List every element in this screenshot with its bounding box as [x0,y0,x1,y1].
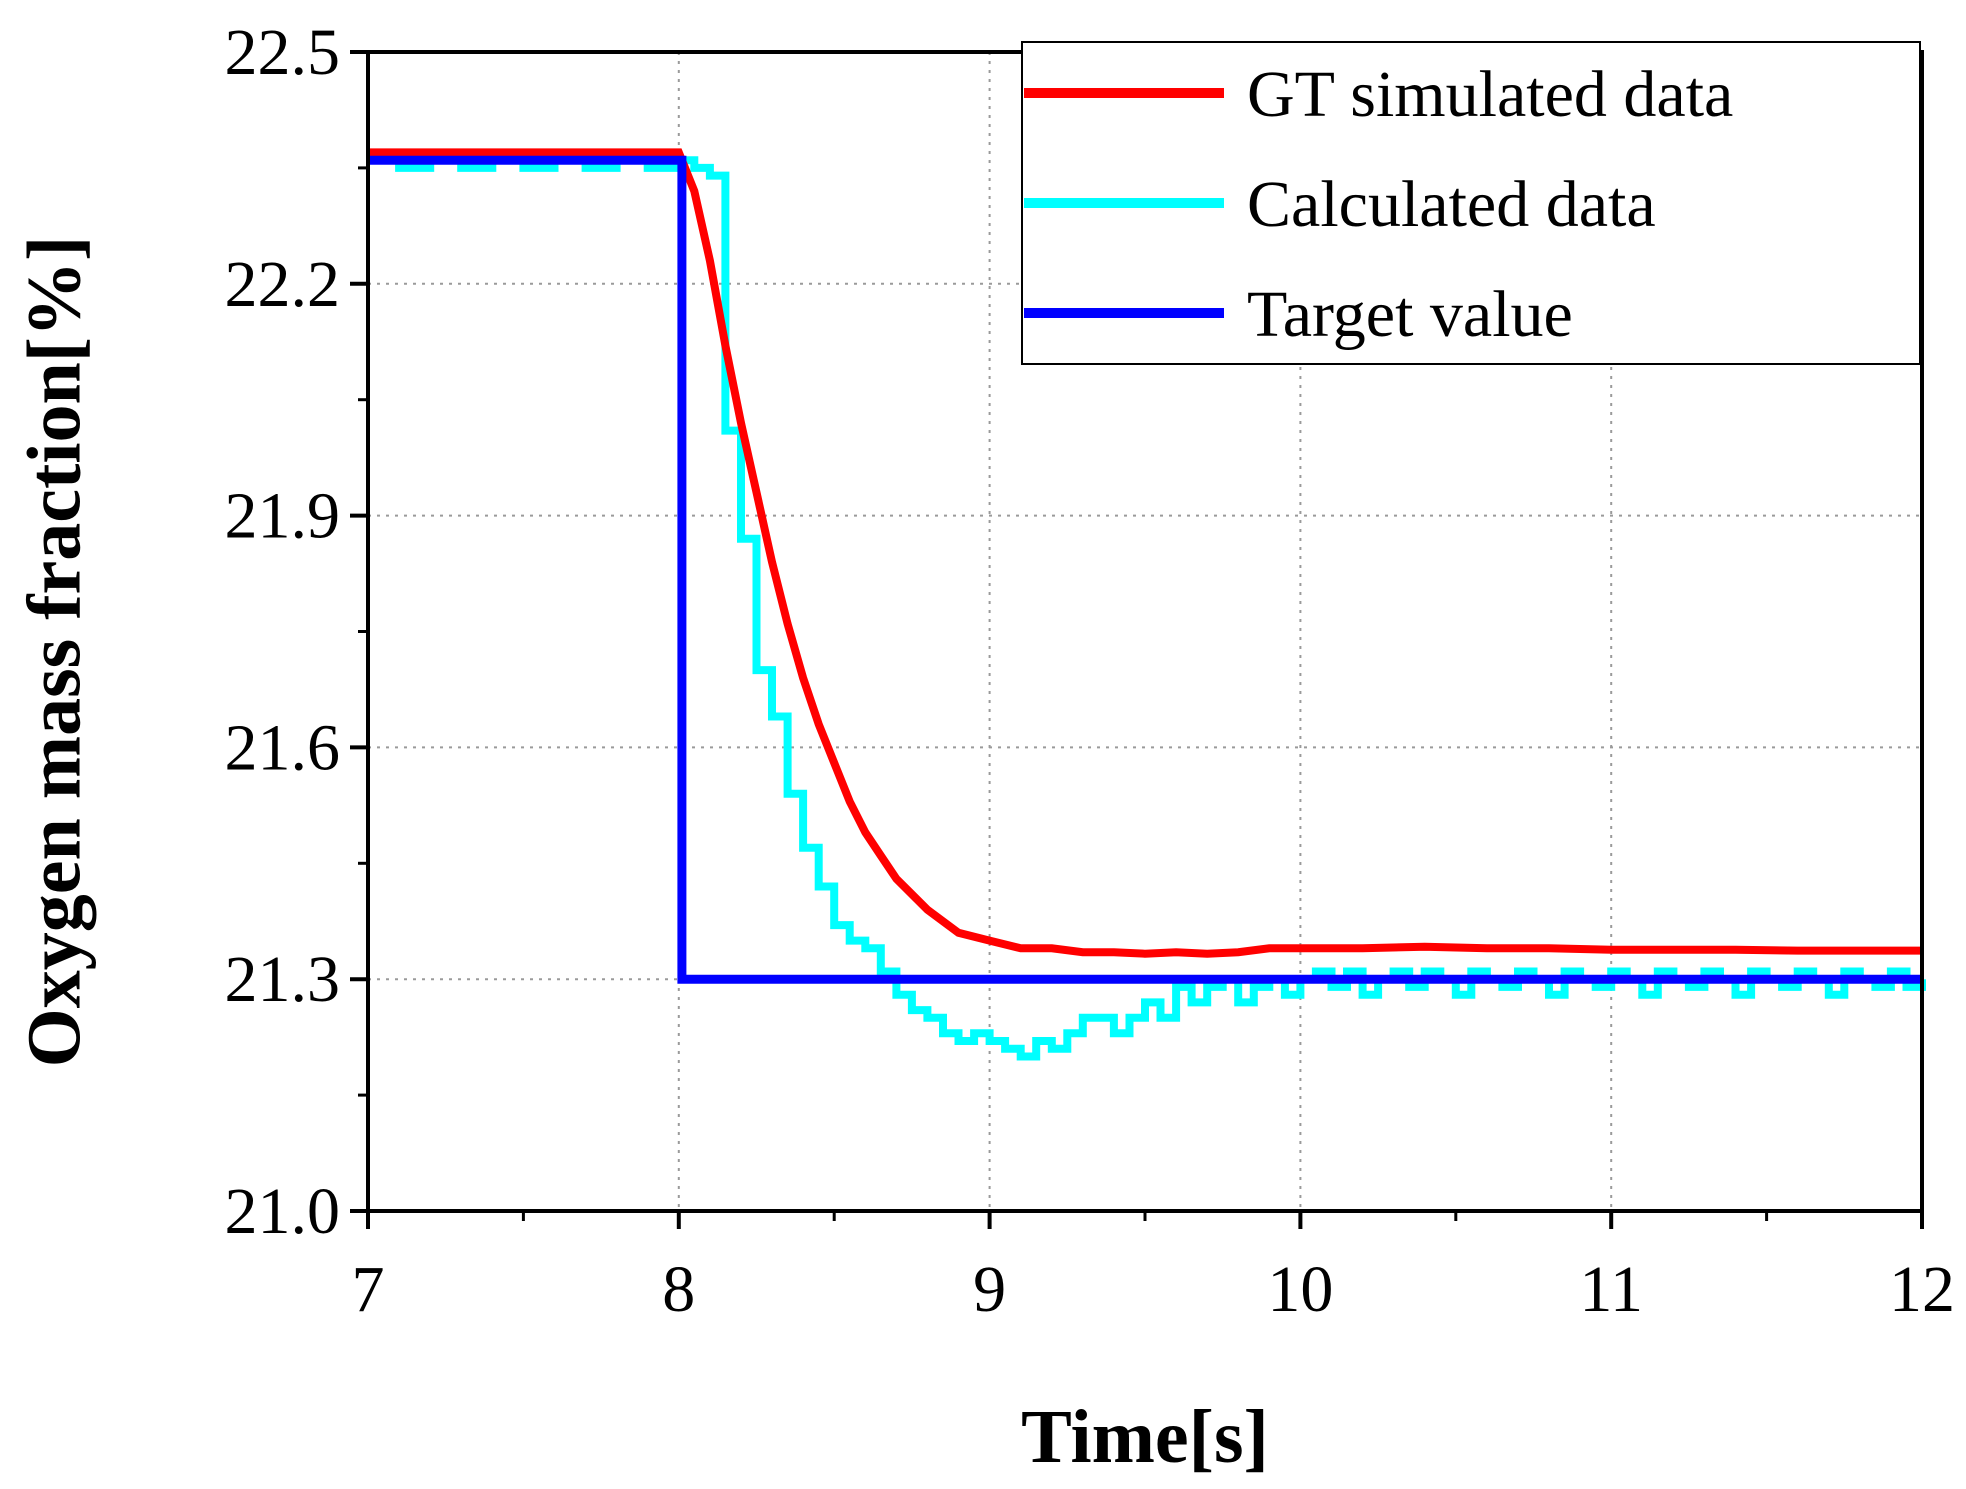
x-tick-label-5: 12 [1889,1253,1955,1326]
legend: GT simulated data Calculated data Target… [1021,41,1921,365]
y-tick-label-1: 21.3 [225,943,341,1016]
x-tick-label-3: 10 [1267,1253,1333,1326]
series-layer [368,148,1926,1061]
legend-label-calculated: Calculated data [1247,168,1656,241]
y-tick-label-5: 22.5 [225,16,341,89]
y-tick-label-3: 21.9 [225,480,341,553]
x-axis-title: Time[s] [1021,1395,1269,1479]
y-tick-label-0: 21.0 [225,1175,341,1248]
legend-label-gt-simulated: GT simulated data [1247,58,1733,131]
legend-label-target: Target value [1247,278,1573,351]
series-line-target-value [368,155,1922,984]
x-tick-label-0: 7 [352,1253,385,1326]
y-tick-label-4: 22.2 [225,248,341,321]
y-tick-label-2: 21.6 [225,711,341,784]
series-line-gt-simulated-data [368,148,1922,958]
x-tick-label-1: 8 [662,1253,695,1326]
y-axis-title: Oxygen mass fraction[%] [12,236,96,1068]
tick-layer [350,50,1924,1229]
x-tick-label-2: 9 [973,1253,1006,1326]
x-tick-label-4: 11 [1579,1253,1643,1326]
label-layer: 7 8 9 10 11 12 21.0 21.3 21.6 21.9 22.2 22.5 [225,16,1956,1326]
